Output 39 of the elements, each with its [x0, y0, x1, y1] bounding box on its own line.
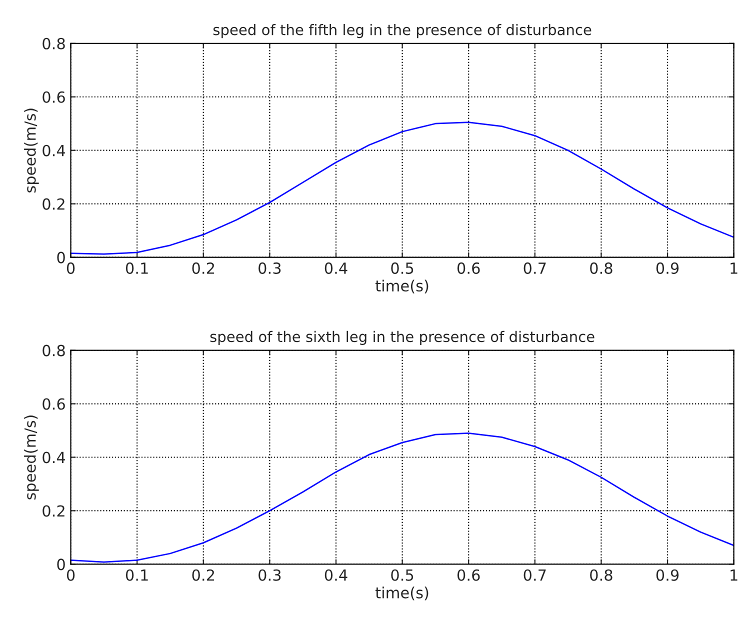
x-tick-label: 0 — [66, 569, 75, 581]
x-tick-label: 0.1 — [126, 569, 148, 581]
x-tick-label: 0.5 — [391, 569, 414, 581]
y-tick-label: 0.2 — [42, 198, 64, 210]
x-tick-label: 0.4 — [324, 569, 348, 581]
x-tick-label: 1 — [730, 262, 738, 274]
line-series — [70, 122, 734, 255]
x-tick-label: 0.6 — [457, 262, 480, 274]
x-tick-label: 0.1 — [126, 262, 148, 274]
x-axis-title: time(s) — [376, 586, 428, 600]
y-tick-label: 0.8 — [42, 344, 65, 356]
x-tick-label: 0.8 — [590, 569, 612, 581]
chart-title: speed of the sixth leg in the presence of disturbance — [210, 330, 594, 345]
x-tick-label: 0.2 — [192, 569, 214, 581]
x-tick-label: 1 — [730, 570, 738, 581]
x-tick-label: 0.2 — [192, 262, 214, 274]
y-tick-label: 0.2 — [42, 505, 64, 517]
x-tick-label: 0.9 — [656, 569, 679, 581]
y-tick-label: 0 — [57, 252, 65, 264]
x-tick-label: 0.5 — [391, 262, 414, 274]
y-axis-title: speed(m/s) — [24, 416, 39, 500]
x-tick-label: 0.7 — [524, 569, 546, 581]
x-tick-label: 0.3 — [258, 262, 281, 274]
x-tick-label: 0.9 — [656, 262, 679, 274]
y-tick-label: 0.6 — [42, 398, 65, 410]
y-tick-label: 0.6 — [42, 91, 65, 103]
y-axis-title: speed(m/s) — [24, 108, 39, 193]
x-tick-label: 0.6 — [457, 569, 480, 581]
x-tick-label: 0.3 — [258, 569, 281, 581]
y-tick-label: 0.4 — [42, 452, 66, 464]
y-tick-label: 0 — [57, 558, 65, 570]
y-tick-label: 0.8 — [42, 38, 65, 50]
x-tick-label: 0.4 — [324, 262, 348, 274]
x-tick-label: 0.8 — [590, 262, 612, 274]
y-tick-label: 0.4 — [42, 144, 66, 156]
x-tick-label: 0.7 — [524, 262, 546, 274]
chart-title: speed of the fifth leg in the presence of disturbance — [213, 24, 592, 38]
x-tick-label: 0 — [66, 262, 75, 274]
x-axis-title: time(s) — [376, 280, 428, 294]
